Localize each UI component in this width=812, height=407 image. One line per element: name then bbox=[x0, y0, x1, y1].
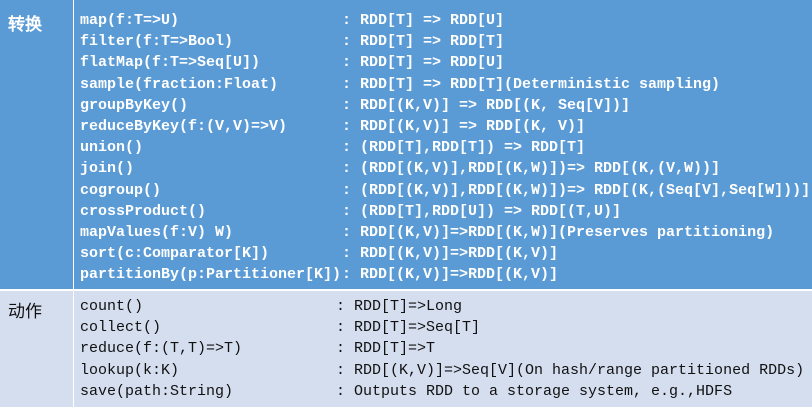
operation-signature: : RDD[T] => RDD[U] bbox=[342, 54, 505, 72]
operation-name: map(f:T=>U) bbox=[80, 12, 180, 29]
operation-name: save(path:String) bbox=[80, 382, 234, 400]
operation-signature: : RDD[T]=>Seq[T] bbox=[336, 319, 481, 337]
section-divider bbox=[0, 289, 812, 291]
operation-signature: : RDD[(K,V)]=>RDD[(K,W)](Preserves parti… bbox=[342, 223, 775, 241]
operation-name: reduce(f:(T,T)=>T) bbox=[80, 340, 243, 358]
operation-name: sample(fraction:Float) bbox=[80, 75, 279, 93]
operation-name: union() bbox=[80, 139, 144, 157]
operation-name: collect() bbox=[80, 319, 162, 337]
operation-signature: : (RDD[(K,V)],RDD[(K,W)])=> RDD[(K,(Seq[… bbox=[342, 181, 811, 199]
operation-signature: : RDD[T] => RDD[U] bbox=[342, 12, 505, 29]
operation-name: cogroup() bbox=[80, 181, 162, 199]
operation-signature: : RDD[T]=>T bbox=[336, 340, 436, 358]
operation-name: reduceByKey(f:(V,V)=>V) bbox=[80, 117, 288, 135]
operation-signature: : (RDD[T],RDD[T]) => RDD[T] bbox=[342, 139, 586, 157]
operation-signature: : RDD[T] => RDD[T] bbox=[342, 33, 505, 51]
column-divider bbox=[73, 0, 74, 407]
operation-signature: : RDD[(K,V)] => RDD[(K, Seq[V])] bbox=[342, 96, 631, 114]
operation-signature: : (RDD[T],RDD[U]) => RDD[(T,U)] bbox=[342, 202, 622, 220]
operation-name: flatMap(f:T=>Seq[U]) bbox=[80, 54, 261, 72]
operation-name: groupByKey() bbox=[80, 96, 189, 114]
operation-name: filter(f:T=>Bool) bbox=[80, 33, 234, 51]
operation-signature: : RDD[(K,V)]=>Seq[V](On hash/range parti… bbox=[336, 361, 805, 379]
actions-section: 动作 count() : RDD[T]=>Long collect() : RDD[T… bbox=[0, 291, 812, 407]
operation-signature: : RDD[T] => RDD[T](Deterministic samplin… bbox=[342, 75, 721, 93]
operation-signature: : RDD[(K,V)] => RDD[(K, V)] bbox=[342, 117, 586, 135]
operation-name: join() bbox=[80, 160, 135, 178]
operation-signature: : (RDD[(K,V)],RDD[(K,W)])=> RDD[(K,(V,W)… bbox=[342, 160, 721, 178]
operation-name: partitionBy(p:Partitioner[K]) bbox=[80, 266, 342, 284]
operation-name: lookup(k:K) bbox=[80, 361, 180, 379]
operation-name: mapValues(f:V) W) bbox=[80, 223, 234, 241]
operation-name: crossProduct() bbox=[80, 202, 207, 220]
operation-signature: : Outputs RDD to a storage system, e.g.,… bbox=[336, 382, 733, 400]
operation-signature: : RDD[(K,V)]=>RDD[(K,V)] bbox=[342, 245, 559, 263]
transformations-section: 转换 map(f:T=>U) : RDD[T] => RDD[U] filter(f… bbox=[0, 0, 812, 289]
transformations-label: 转换 bbox=[8, 15, 42, 35]
operation-name: sort(c:Comparator[K]) bbox=[80, 245, 270, 263]
actions-label: 动作 bbox=[8, 302, 42, 322]
operation-signature: : RDD[T]=>Long bbox=[336, 298, 463, 315]
operation-signature: : RDD[(K,V)]=>RDD[(K,V)] bbox=[342, 266, 559, 284]
operation-name: count() bbox=[80, 298, 144, 315]
